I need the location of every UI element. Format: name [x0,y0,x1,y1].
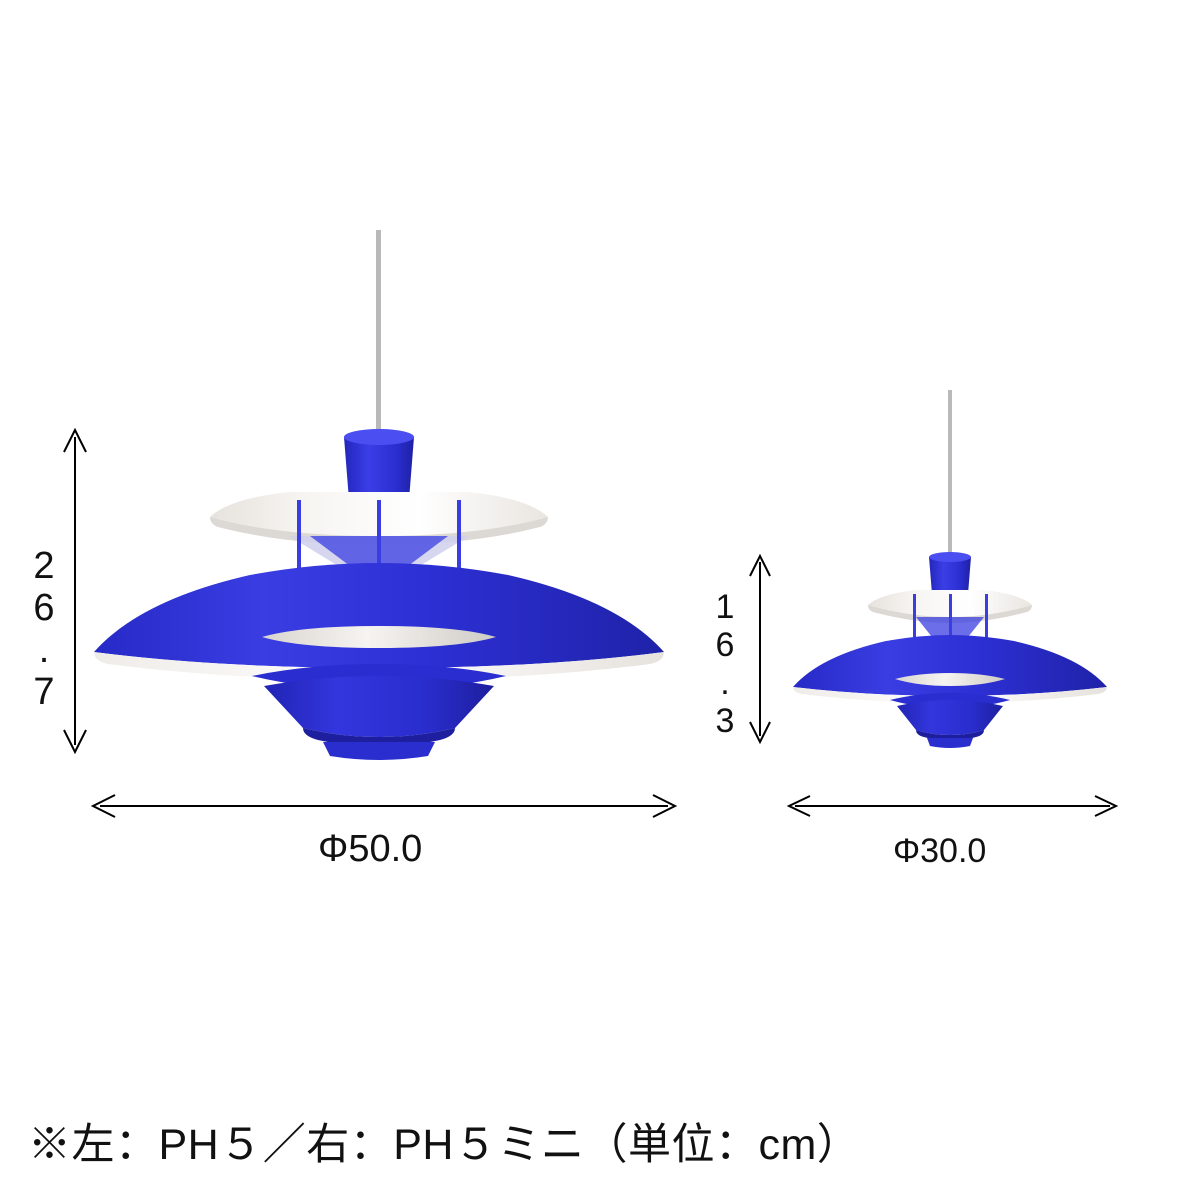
top-cylinder-cap-right [929,552,971,562]
mid-white-disc-right [895,673,1005,686]
support-rod-right-3 [949,594,952,666]
dim-height-left [63,427,87,755]
dim-width-left [90,794,678,818]
dimension-lines [63,427,1119,818]
dimension-width-right-label: Φ30.0 [893,832,987,870]
dimension-height-right-label: 16.3 [706,588,744,740]
lamp-right-ph5-mini [793,390,1107,748]
dim-height-right [749,553,771,745]
main-shade-rim-left [94,652,664,680]
support-rod-left-1 [297,500,301,610]
main-blue-shade-left [94,563,664,668]
main-blue-shade-right [793,635,1107,696]
top-cylinder-left [344,437,414,505]
top-cylinder-right [929,557,971,597]
mid-white-disc-left [262,626,496,648]
bottom-cap-right [927,738,973,748]
cord-right [948,390,952,555]
diagram-caption: ※左：PH５／右：PH５ミニ（単位：cm） [28,1121,861,1169]
support-rod-right-1 [913,594,916,660]
dim-width-right [786,795,1119,817]
dimension-width-left-label: Φ50.0 [318,828,423,870]
support-rod-left-2 [457,500,461,610]
support-rod-right-2 [985,594,988,660]
main-shade-rim-right [793,687,1107,703]
bottom-cap-left [323,742,435,760]
support-rod-left-3 [377,500,381,620]
cord-left [376,230,381,430]
lamp-left-ph5 [94,230,664,760]
dimension-height-left-label: 26.7 [23,545,65,713]
bottom-bowl-left [264,676,494,737]
top-cylinder-cap-left [344,429,414,445]
upper-white-shade-edge-right [868,605,1032,623]
bottom-bowl-right [897,700,1003,735]
